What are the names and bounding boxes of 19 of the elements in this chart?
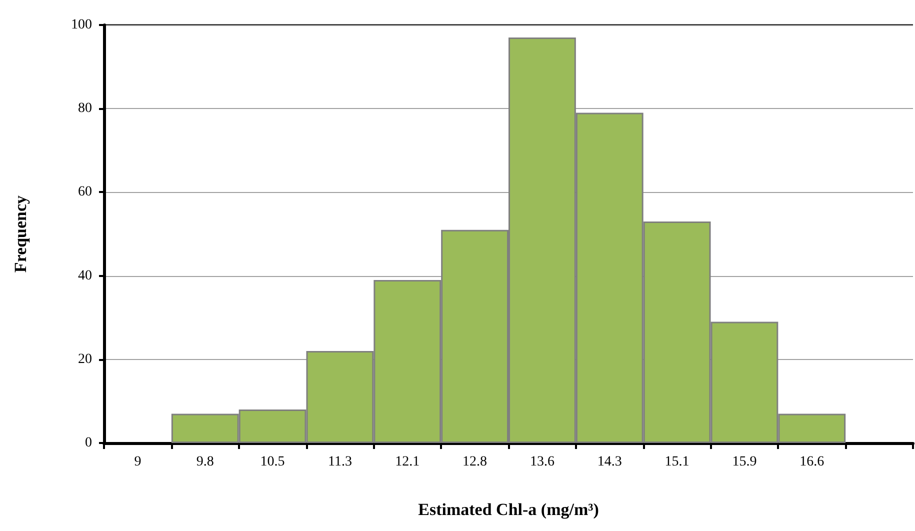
x-tick-label: 14.3 (597, 454, 622, 470)
x-tick-label: 9.8 (196, 454, 214, 470)
x-tick-label: 13.6 (530, 454, 554, 470)
x-tick-label: 11.3 (328, 454, 352, 470)
x-tick-label: 12.1 (395, 454, 420, 470)
y-tick-label: 20 (78, 352, 92, 367)
x-tick-label: 9 (134, 454, 142, 470)
y-axis-title: Frequency (11, 194, 30, 273)
y-tick-label: 60 (78, 184, 92, 200)
y-tick-label: 100 (71, 18, 92, 32)
y-tick-label: 80 (78, 101, 92, 116)
x-tick-label: 15.1 (664, 454, 690, 470)
y-tick-label: 40 (78, 268, 92, 284)
x-axis-title: Estimated Chl-a (mg/m³) (418, 500, 599, 519)
x-tick-label: 16.6 (800, 454, 824, 470)
y-tick-label: 0 (85, 436, 92, 450)
x-tick-label: 15.9 (732, 454, 757, 470)
x-tick-label: 12.8 (462, 454, 488, 470)
x-tick-label: 10.5 (260, 454, 285, 470)
